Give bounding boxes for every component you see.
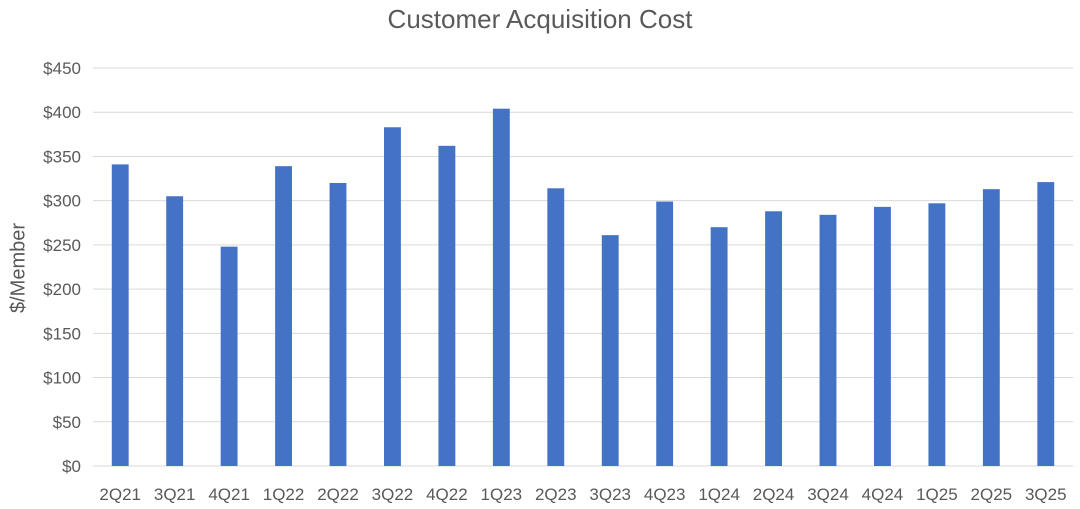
bar-3q25 — [1037, 182, 1055, 467]
y-tick-label: $250 — [43, 236, 81, 255]
y-tick-label: $350 — [43, 147, 81, 166]
y-tick-label: $450 — [43, 59, 81, 78]
y-tick-labels: $0 $50 $100 $150 $200 $250 $300 $350 $400 $450 — [43, 59, 81, 476]
x-tick-label: 3Q22 — [372, 485, 414, 504]
y-tick-label: $300 — [43, 192, 81, 211]
x-tick-labels: 2Q21 3Q21 4Q21 1Q22 2Q22 3Q22 4Q22 1Q23 2Q23 3Q23… — [99, 485, 1066, 504]
x-tick-label: 2Q22 — [317, 485, 359, 504]
bar-3q24 — [819, 214, 837, 466]
y-tick-label: $100 — [43, 369, 81, 388]
bar-1q24 — [710, 227, 728, 466]
bar-2q25 — [982, 189, 1000, 466]
chart-title: Customer Acquisition Cost — [387, 4, 693, 34]
x-tick-label: 1Q23 — [481, 485, 523, 504]
x-tick-label: 4Q21 — [208, 485, 250, 504]
x-tick-label: 2Q24 — [753, 485, 795, 504]
bar-3q21 — [166, 196, 184, 466]
bar-4q22 — [438, 145, 456, 466]
bar-4q23 — [656, 201, 674, 466]
bar-2q21 — [111, 164, 129, 466]
bar-3q22 — [384, 127, 401, 466]
x-tick-label: 2Q23 — [535, 485, 577, 504]
y-tick-label: $400 — [43, 103, 81, 122]
x-tick-label: 2Q21 — [99, 485, 141, 504]
x-tick-label: 4Q23 — [644, 485, 686, 504]
y-tick-label: $0 — [62, 457, 81, 476]
y-tick-label: $150 — [43, 324, 81, 343]
bar-3q23 — [601, 235, 619, 466]
bar-2q23 — [547, 188, 565, 467]
bar-2q22 — [329, 182, 347, 466]
x-tick-label: 1Q25 — [916, 485, 958, 504]
x-tick-label: 4Q22 — [426, 485, 468, 504]
x-tick-label: 3Q21 — [154, 485, 196, 504]
bar-1q22 — [275, 166, 292, 466]
gridlines — [93, 67, 1073, 467]
x-tick-label: 1Q22 — [263, 485, 305, 504]
bar-2q24 — [765, 211, 782, 466]
x-tick-label: 3Q23 — [589, 485, 631, 504]
bar-4q21 — [220, 246, 238, 466]
x-tick-label: 1Q24 — [698, 485, 740, 504]
bars — [111, 108, 1055, 467]
x-tick-label: 4Q24 — [862, 485, 904, 504]
bar-1q25 — [928, 203, 946, 466]
y-tick-label: $200 — [43, 280, 81, 299]
x-tick-label: 2Q25 — [971, 485, 1013, 504]
bar-1q23 — [492, 108, 510, 466]
x-tick-label: 3Q24 — [807, 485, 849, 504]
bar-4q24 — [874, 206, 891, 466]
x-tick-label: 3Q25 — [1025, 485, 1067, 504]
y-tick-label: $50 — [53, 413, 81, 432]
